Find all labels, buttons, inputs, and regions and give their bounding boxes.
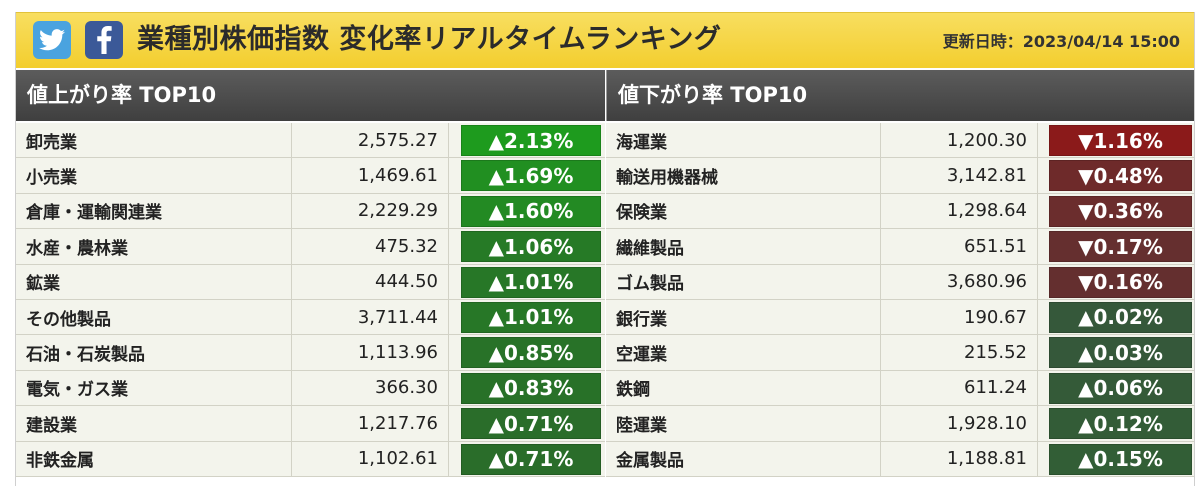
table-row[interactable]: 石油・石炭製品 1,113.96 ▲0.85% [16, 335, 605, 371]
table-row[interactable]: 鉄鋼 611.24 ▲0.06% [606, 370, 1194, 407]
sector-name[interactable]: 鉄鋼 [606, 370, 881, 406]
sector-name[interactable]: 非鉄金属 [16, 441, 292, 476]
change-rate-badge: ▲1.01% [461, 266, 601, 298]
change-rate-badge: ▼1.16% [1049, 125, 1192, 156]
change-rate-badge: ▲0.06% [1049, 372, 1192, 404]
index-value: 3,142.81 [882, 158, 1038, 193]
facebook-icon [96, 26, 112, 54]
sector-name[interactable]: 小売業 [16, 158, 292, 193]
index-value: 1,113.96 [293, 335, 449, 370]
index-value: 215.52 [882, 335, 1038, 370]
index-value: 1,188.81 [882, 441, 1038, 476]
gainers-heading: 値上がり率 TOP10 [16, 70, 605, 121]
table-row[interactable]: 輸送用機器械 3,142.81 ▼0.48% [606, 158, 1194, 194]
table-row[interactable]: 陸運業 1,928.10 ▲0.12% [606, 406, 1194, 442]
sector-name[interactable]: 空運業 [606, 335, 881, 370]
table-row[interactable]: 非鉄金属 1,102.61 ▲0.71% [16, 441, 605, 477]
sector-name[interactable]: 繊維製品 [606, 229, 881, 264]
change-rate-badge: ▼0.36% [1049, 195, 1192, 227]
index-value: 3,680.96 [882, 264, 1038, 299]
sector-name[interactable]: 建設業 [16, 406, 292, 441]
table-row[interactable]: 鉱業 444.50 ▲1.01% [16, 264, 605, 300]
change-rate-badge: ▲0.71% [461, 408, 601, 440]
table-row[interactable]: 海運業 1,200.30 ▼1.16% [606, 123, 1194, 159]
table-row[interactable]: 金属製品 1,188.81 ▲0.15% [606, 441, 1194, 477]
table-row[interactable]: 小売業 1,469.61 ▲1.69% [16, 158, 605, 194]
change-rate-badge: ▲0.03% [1049, 337, 1192, 369]
change-rate-badge: ▲2.13% [461, 125, 601, 156]
index-value: 444.50 [293, 264, 449, 299]
sector-name[interactable]: 水産・農林業 [16, 229, 292, 264]
index-value: 190.67 [882, 299, 1038, 335]
index-value: 366.30 [293, 370, 449, 406]
table-row[interactable]: 保険業 1,298.64 ▼0.36% [606, 193, 1194, 230]
page-title: 業種別株価指数 変化率リアルタイムランキング [137, 24, 722, 55]
twitter-share-button[interactable] [33, 21, 71, 59]
table-row[interactable]: 繊維製品 651.51 ▼0.17% [606, 229, 1194, 265]
losers-heading: 値下がり率 TOP10 [606, 70, 1194, 121]
table-row[interactable]: 電気・ガス業 366.30 ▲0.83% [16, 370, 605, 407]
losers-list: 海運業 1,200.30 ▼1.16% 輸送用機器械 3,142.81 ▼0.48% 保険業… [606, 123, 1194, 477]
sector-name[interactable]: 輸送用機器械 [606, 158, 881, 193]
change-rate-badge: ▲1.01% [461, 301, 601, 333]
change-rate-badge: ▼0.17% [1049, 231, 1192, 263]
sector-name[interactable]: 保険業 [606, 193, 881, 229]
index-value: 1,217.76 [293, 406, 449, 441]
losers-panel: 値下がり率 TOP10 海運業 1,200.30 ▼1.16% 輸送用機器械 3,142… [606, 70, 1194, 477]
change-rate-badge: ▲1.60% [461, 195, 601, 227]
index-value: 1,469.61 [293, 158, 449, 193]
sector-name[interactable]: 鉱業 [16, 264, 292, 299]
gainers-panel: 値上がり率 TOP10 卸売業 2,575.27 ▲2.13% 小売業 1,469.61… [16, 70, 605, 477]
index-value: 1,200.30 [882, 123, 1038, 158]
sector-name[interactable]: 陸運業 [606, 406, 881, 441]
index-value: 611.24 [882, 370, 1038, 406]
index-value: 2,229.29 [293, 193, 449, 229]
index-value: 475.32 [293, 229, 449, 264]
change-rate-badge: ▲0.85% [461, 337, 601, 369]
table-row[interactable]: 空運業 215.52 ▲0.03% [606, 335, 1194, 371]
sector-name[interactable]: その他製品 [16, 299, 292, 335]
ranking-widget: 業種別株価指数 変化率リアルタイムランキング 更新日時：2023/04/14 1… [15, 12, 1195, 486]
table-row[interactable]: 銀行業 190.67 ▲0.02% [606, 299, 1194, 336]
change-rate-badge: ▲1.06% [461, 231, 601, 263]
updated-timestamp: 更新日時：2023/04/14 15:00 [942, 32, 1180, 51]
change-rate-badge: ▲0.12% [1049, 408, 1192, 440]
sector-name[interactable]: ゴム製品 [606, 264, 881, 299]
sector-name[interactable]: 金属製品 [606, 441, 881, 476]
index-value: 1,102.61 [293, 441, 449, 476]
change-rate-badge: ▼0.48% [1049, 160, 1192, 192]
sector-name[interactable]: 石油・石炭製品 [16, 335, 292, 370]
change-rate-badge: ▼0.16% [1049, 266, 1192, 298]
facebook-share-button[interactable] [85, 21, 123, 59]
table-row[interactable]: 倉庫・運輸関連業 2,229.29 ▲1.60% [16, 193, 605, 230]
change-rate-badge: ▲0.15% [1049, 443, 1192, 475]
change-rate-badge: ▲1.69% [461, 160, 601, 192]
sector-name[interactable]: 電気・ガス業 [16, 370, 292, 406]
sector-name[interactable]: 卸売業 [16, 123, 292, 158]
sector-name[interactable]: 倉庫・運輸関連業 [16, 193, 292, 229]
twitter-icon [39, 29, 65, 51]
gainers-list: 卸売業 2,575.27 ▲2.13% 小売業 1,469.61 ▲1.69% 倉庫・運輸関… [16, 123, 605, 477]
index-value: 651.51 [882, 229, 1038, 264]
index-value: 1,928.10 [882, 406, 1038, 441]
index-value: 3,711.44 [293, 299, 449, 335]
sector-name[interactable]: 銀行業 [606, 299, 881, 335]
index-value: 2,575.27 [293, 123, 449, 158]
table-row[interactable]: 建設業 1,217.76 ▲0.71% [16, 406, 605, 442]
widget-header: 業種別株価指数 変化率リアルタイムランキング 更新日時：2023/04/14 1… [16, 12, 1194, 68]
table-row[interactable]: ゴム製品 3,680.96 ▼0.16% [606, 264, 1194, 300]
sector-name[interactable]: 海運業 [606, 123, 881, 158]
change-rate-badge: ▲0.02% [1049, 301, 1192, 333]
change-rate-badge: ▲0.83% [461, 372, 601, 404]
table-row[interactable]: 卸売業 2,575.27 ▲2.13% [16, 123, 605, 159]
change-rate-badge: ▲0.71% [461, 443, 601, 475]
table-row[interactable]: 水産・農林業 475.32 ▲1.06% [16, 229, 605, 265]
index-value: 1,298.64 [882, 193, 1038, 229]
table-row[interactable]: その他製品 3,711.44 ▲1.01% [16, 299, 605, 336]
